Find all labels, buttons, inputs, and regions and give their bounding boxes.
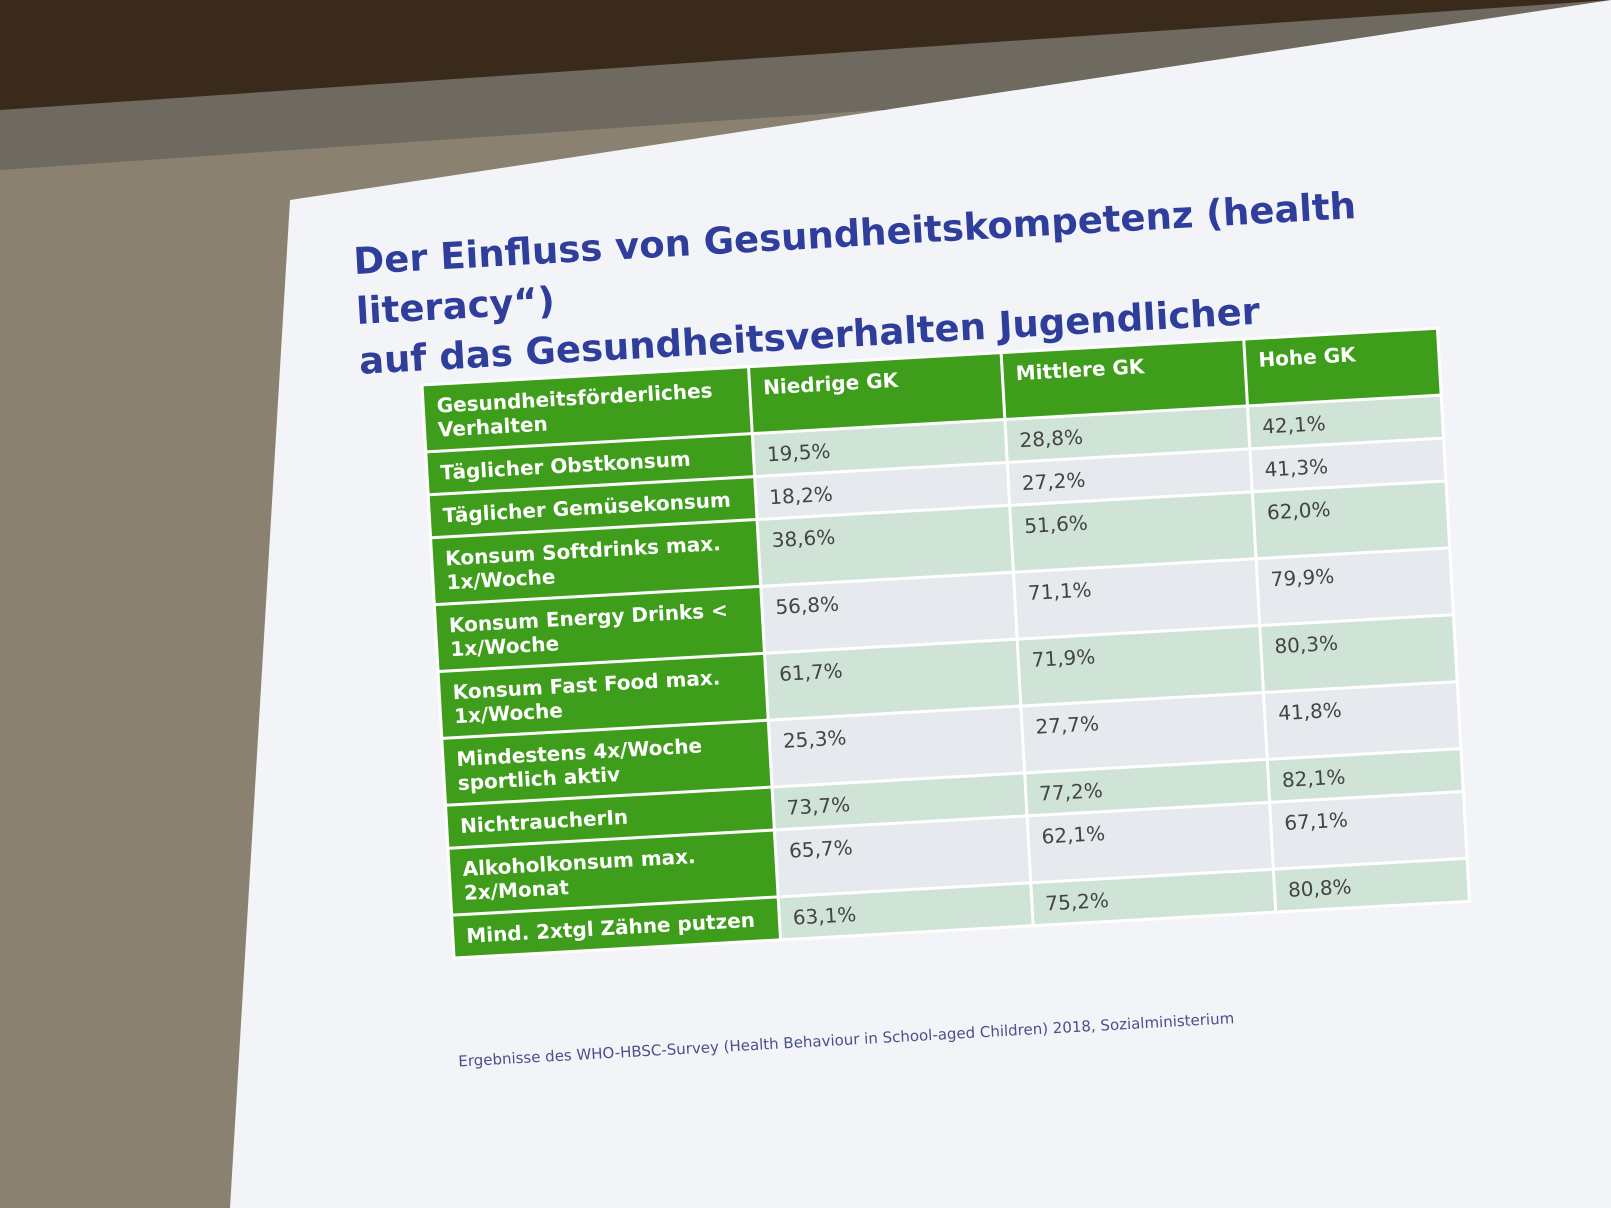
table-body: Täglicher Obstkonsum 19,5% 28,8% 42,1% Tägli… — [425, 395, 1470, 959]
data-table: Gesundheitsförderliches Verhalten Niedrig… — [420, 327, 1471, 960]
value-cell: 62,0% — [1252, 480, 1450, 559]
value-cell: 67,1% — [1269, 791, 1468, 870]
value-cell: 80,3% — [1259, 614, 1458, 693]
value-cell: 79,9% — [1256, 547, 1454, 626]
source-note: Ergebnisse des WHO-HBSC-Survey (Health B… — [457, 1009, 1235, 1071]
ceiling-edge — [0, 0, 1611, 170]
header-cell: Hohe GK — [1243, 328, 1442, 406]
slide: Der Einfluss von Gesundheitskompetenz (h… — [300, 131, 1592, 1159]
value-cell: 41,8% — [1263, 681, 1461, 760]
